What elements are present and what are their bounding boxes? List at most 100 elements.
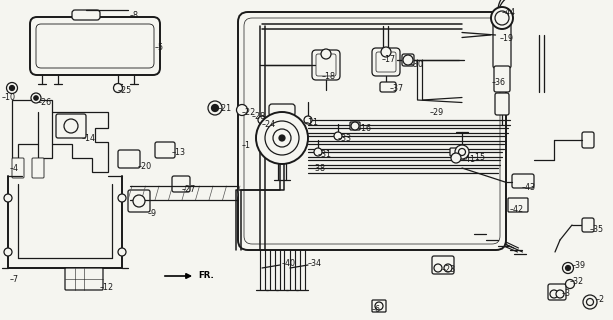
Circle shape <box>237 105 248 116</box>
FancyBboxPatch shape <box>380 82 396 92</box>
FancyBboxPatch shape <box>508 198 528 212</box>
FancyBboxPatch shape <box>155 142 175 158</box>
Text: –43: –43 <box>522 183 536 193</box>
Circle shape <box>495 11 509 25</box>
Circle shape <box>273 129 291 147</box>
Circle shape <box>556 290 564 298</box>
Circle shape <box>211 105 218 111</box>
FancyBboxPatch shape <box>450 148 462 156</box>
Circle shape <box>118 194 126 202</box>
FancyBboxPatch shape <box>372 48 400 76</box>
FancyBboxPatch shape <box>582 132 594 148</box>
FancyBboxPatch shape <box>548 284 566 300</box>
Circle shape <box>566 266 571 270</box>
Text: –1: –1 <box>242 140 251 149</box>
Text: –14: –14 <box>82 133 96 142</box>
FancyBboxPatch shape <box>493 20 511 68</box>
Text: –17: –17 <box>382 55 396 65</box>
Circle shape <box>321 49 331 59</box>
Circle shape <box>258 116 266 124</box>
FancyBboxPatch shape <box>494 66 510 92</box>
Circle shape <box>351 122 359 130</box>
FancyBboxPatch shape <box>12 158 24 178</box>
Text: –42: –42 <box>510 205 524 214</box>
Text: –22: –22 <box>242 108 256 116</box>
FancyBboxPatch shape <box>376 52 396 72</box>
FancyBboxPatch shape <box>128 190 150 212</box>
FancyBboxPatch shape <box>244 18 500 244</box>
Text: –35: –35 <box>590 226 604 235</box>
Circle shape <box>434 264 442 272</box>
Circle shape <box>113 84 123 92</box>
Circle shape <box>279 135 285 141</box>
Text: –34: –34 <box>308 260 322 268</box>
Text: –29: –29 <box>430 108 444 116</box>
Text: –27: –27 <box>182 186 196 195</box>
Text: –24: –24 <box>262 119 276 129</box>
Text: –31: –31 <box>318 149 332 158</box>
Text: –36: –36 <box>492 77 506 86</box>
Circle shape <box>563 262 574 274</box>
FancyBboxPatch shape <box>72 10 100 20</box>
FancyBboxPatch shape <box>252 108 264 114</box>
Circle shape <box>550 290 558 298</box>
Text: –5: –5 <box>155 44 164 52</box>
Text: –21: –21 <box>218 103 232 113</box>
Circle shape <box>4 248 12 256</box>
Text: –40: –40 <box>282 260 296 268</box>
Text: –7: –7 <box>10 276 19 284</box>
FancyBboxPatch shape <box>56 114 86 138</box>
Circle shape <box>375 302 383 310</box>
Circle shape <box>314 148 322 156</box>
FancyBboxPatch shape <box>30 17 160 75</box>
Text: –4: –4 <box>10 164 19 172</box>
Circle shape <box>491 7 513 29</box>
Text: –15: –15 <box>472 154 486 163</box>
Polygon shape <box>12 100 108 172</box>
Text: –3: –3 <box>562 290 571 299</box>
Circle shape <box>133 195 145 207</box>
Circle shape <box>587 299 593 306</box>
FancyBboxPatch shape <box>402 54 414 66</box>
Text: –25: –25 <box>118 85 132 94</box>
Circle shape <box>265 121 299 155</box>
FancyBboxPatch shape <box>32 158 44 178</box>
Text: –2: –2 <box>596 295 605 305</box>
FancyBboxPatch shape <box>495 93 509 115</box>
Circle shape <box>455 145 469 159</box>
FancyBboxPatch shape <box>65 268 103 290</box>
Circle shape <box>34 96 38 100</box>
Circle shape <box>304 116 312 124</box>
Circle shape <box>64 119 78 133</box>
FancyBboxPatch shape <box>312 50 340 80</box>
FancyBboxPatch shape <box>350 122 360 130</box>
Circle shape <box>31 93 41 103</box>
Text: –39: –39 <box>572 261 586 270</box>
Circle shape <box>444 264 452 272</box>
FancyBboxPatch shape <box>172 176 190 192</box>
Circle shape <box>9 85 15 91</box>
Text: –6: –6 <box>372 306 381 315</box>
Circle shape <box>459 148 465 156</box>
Text: –26: –26 <box>38 98 52 107</box>
FancyBboxPatch shape <box>269 104 295 116</box>
FancyBboxPatch shape <box>432 256 454 274</box>
FancyBboxPatch shape <box>512 174 534 188</box>
Text: –18: –18 <box>322 71 336 81</box>
Text: –9: –9 <box>148 210 157 219</box>
Text: –10: –10 <box>2 93 16 102</box>
Text: FR.: FR. <box>198 271 214 281</box>
Text: –33: –33 <box>338 133 352 142</box>
Text: –38: –38 <box>312 164 326 172</box>
Text: –30: –30 <box>410 60 424 68</box>
Text: –16: –16 <box>358 124 372 132</box>
Text: –32: –32 <box>570 277 584 286</box>
Text: –41: –41 <box>462 156 476 164</box>
Text: –28: –28 <box>252 111 266 121</box>
Circle shape <box>381 47 391 57</box>
Text: –37: –37 <box>390 84 404 92</box>
Circle shape <box>403 55 413 65</box>
FancyBboxPatch shape <box>372 300 386 312</box>
Text: –11: –11 <box>305 117 319 126</box>
FancyBboxPatch shape <box>36 24 154 68</box>
